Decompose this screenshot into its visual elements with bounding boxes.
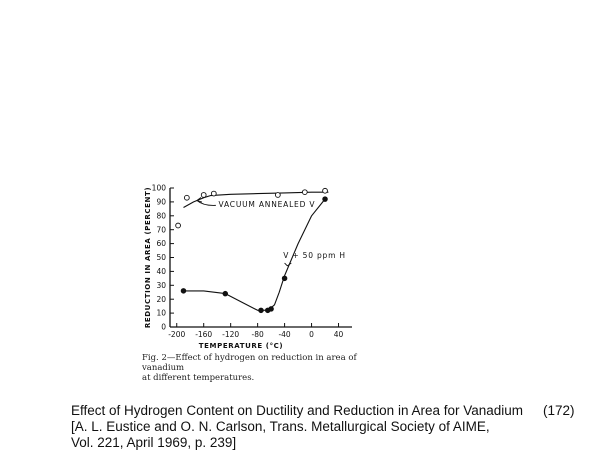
y-tick-label: 0 (161, 323, 166, 332)
y-tick-label: 60 (156, 239, 166, 248)
slide-caption-citation-1: [A. L. Eustice and O. N. Carlson, Trans.… (71, 419, 490, 434)
data-point-open (210, 190, 217, 197)
series-label-vacuum-annealed: VACUUM ANNEALED V (219, 200, 316, 209)
y-tick-label: 100 (152, 184, 167, 193)
series-leader-arrows (195, 197, 292, 267)
data-point-filled (322, 196, 328, 202)
annealed-leader-arrowhead (195, 197, 203, 203)
annealed-leader-line (196, 200, 216, 206)
data-point-filled (180, 288, 187, 294)
slide-caption-citation-2: Vol. 221, April 1969, p. 239] (71, 435, 237, 450)
y-tick-label: 50 (156, 253, 166, 262)
y-tick-label: 40 (156, 267, 166, 276)
y-axis-ticks: 0 10 20 30 40 50 60 70 80 90 100 (152, 184, 174, 332)
x-tick-label: -160 (195, 330, 212, 339)
data-point-open (275, 192, 281, 198)
data-point-filled (281, 275, 288, 282)
y-tick-label: 20 (156, 295, 166, 304)
x-axis-title: TEMPERATURE (°C) (199, 342, 283, 350)
x-tick-label: 0 (309, 330, 314, 339)
data-point-open (322, 187, 328, 194)
data-point-filled (222, 290, 229, 297)
figure-caption: Fig. 2—Effect of hydrogen on reduction i… (142, 353, 392, 383)
data-point-filled (258, 307, 264, 314)
x-tick-label: -200 (168, 330, 185, 339)
slide-caption-title: Effect of Hydrogen Content on Ductility … (71, 403, 524, 418)
slide-number: (172) (543, 403, 575, 418)
x-tick-label: 40 (334, 330, 344, 339)
data-point-filled (268, 306, 274, 312)
x-tick-label: -80 (252, 330, 264, 339)
y-tick-label: 10 (156, 309, 166, 318)
y-tick-label: 80 (156, 211, 166, 220)
series-label-hydrogen: V + 50 ppm H (283, 251, 346, 260)
data-point-open (200, 192, 207, 198)
y-tick-label: 70 (156, 225, 166, 234)
y-axis-title: REDUCTION IN AREA (PERCENT) (144, 187, 152, 328)
data-point-open (175, 222, 181, 229)
x-tick-label: -120 (222, 330, 239, 339)
y-tick-label: 30 (156, 281, 166, 290)
x-tick-label: -40 (278, 330, 290, 339)
data-point-open (301, 189, 308, 196)
y-tick-label: 90 (156, 198, 166, 207)
data-point-open (184, 194, 190, 201)
figure-caption-line-1: Fig. 2—Effect of hydrogen on reduction i… (142, 353, 357, 373)
x-axis-ticks: -200 -160 -120 -80 -40 0 40 (168, 323, 344, 339)
slide-caption: Effect of Hydrogen Content on Ductility … (71, 403, 531, 451)
figure-caption-line-2: at different temperatures. (142, 373, 255, 383)
hydrogen-leader-line (284, 262, 292, 267)
